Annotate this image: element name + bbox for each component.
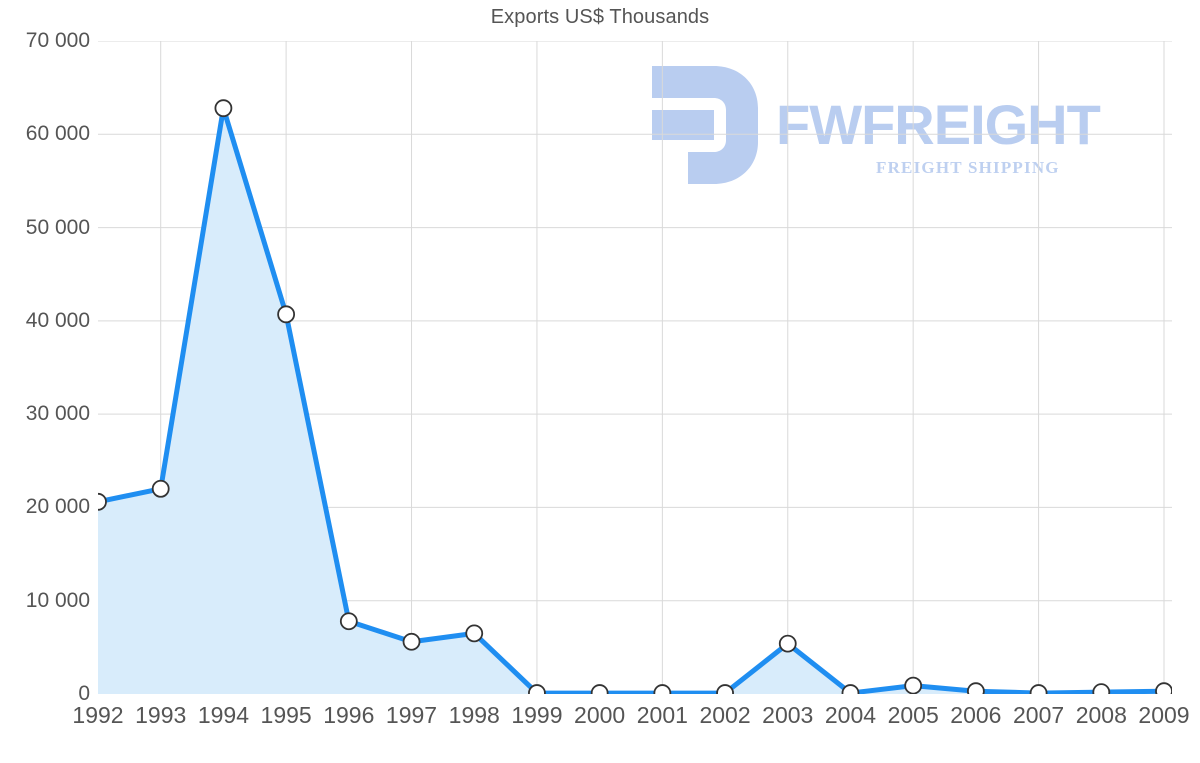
y-axis-tick-label: 30 000: [25, 402, 90, 426]
chart-title: Exports US$ Thousands: [490, 6, 710, 28]
data-point-1999[interactable]: [528, 684, 546, 694]
data-point-2005[interactable]: [904, 676, 923, 694]
area-fill: [98, 108, 1164, 694]
data-point-1994[interactable]: [214, 99, 233, 118]
x-axis-tick-label: 1998: [448, 702, 500, 728]
data-point-1996[interactable]: [339, 612, 358, 631]
x-axis-tick-label: 2005: [887, 702, 939, 728]
data-point-2004[interactable]: [841, 684, 860, 694]
data-line: [98, 105, 1167, 694]
data-point-2009[interactable]: [1155, 682, 1172, 694]
x-axis-tick-label: 2007: [1012, 702, 1065, 728]
data-point-1995[interactable]: [277, 305, 296, 324]
data-point-markers[interactable]: [98, 99, 1172, 694]
data-point-2001[interactable]: [653, 684, 672, 694]
data-point-2002[interactable]: [716, 684, 734, 694]
data-point-1993[interactable]: [151, 479, 170, 498]
data-point-2007[interactable]: [1029, 684, 1048, 694]
data-point-2000[interactable]: [590, 684, 609, 694]
y-axis-tick-label: 40 000: [25, 308, 90, 332]
x-axis-tick-label: 1996: [323, 702, 375, 728]
x-axis-tick-label: 2004: [824, 702, 877, 728]
y-axis-tick-label: 60 000: [25, 122, 90, 146]
x-axis-tick-label: 1995: [260, 702, 312, 728]
plot-area: [98, 41, 1172, 694]
x-axis-tick-label: 2000: [574, 702, 626, 728]
data-point-2003[interactable]: [778, 634, 797, 653]
y-axis-tick-label: 10 000: [25, 588, 90, 612]
x-axis-tick-label: 2003: [762, 702, 814, 728]
data-point-2006[interactable]: [966, 682, 985, 694]
y-axis-tick-label: 0: [78, 682, 90, 705]
data-point-1997[interactable]: [402, 632, 421, 651]
data-point-1998[interactable]: [465, 624, 484, 643]
data-point-1992[interactable]: [98, 492, 107, 511]
x-axis-tick-label: 1999: [511, 702, 563, 728]
data-point-2008[interactable]: [1092, 683, 1111, 694]
x-axis-tick-label: 1993: [135, 702, 187, 728]
x-axis-tick-label: 1997: [385, 702, 438, 728]
y-axis-tick-label: 70 000: [25, 29, 90, 52]
x-axis-tick-label: 2001: [636, 702, 688, 728]
y-axis-tick-label: 20 000: [25, 495, 90, 519]
x-axis-tick-label: 1992: [72, 702, 124, 728]
x-axis-tick-label: 1994: [197, 702, 249, 728]
x-axis-tick-label: 2006: [950, 702, 1002, 728]
x-axis-tick-label: 2008: [1075, 702, 1127, 728]
y-axis-tick-label: 50 000: [25, 215, 90, 239]
x-axis-tick-label: 2002: [699, 702, 751, 728]
x-axis-tick-label: 2009: [1138, 702, 1190, 728]
